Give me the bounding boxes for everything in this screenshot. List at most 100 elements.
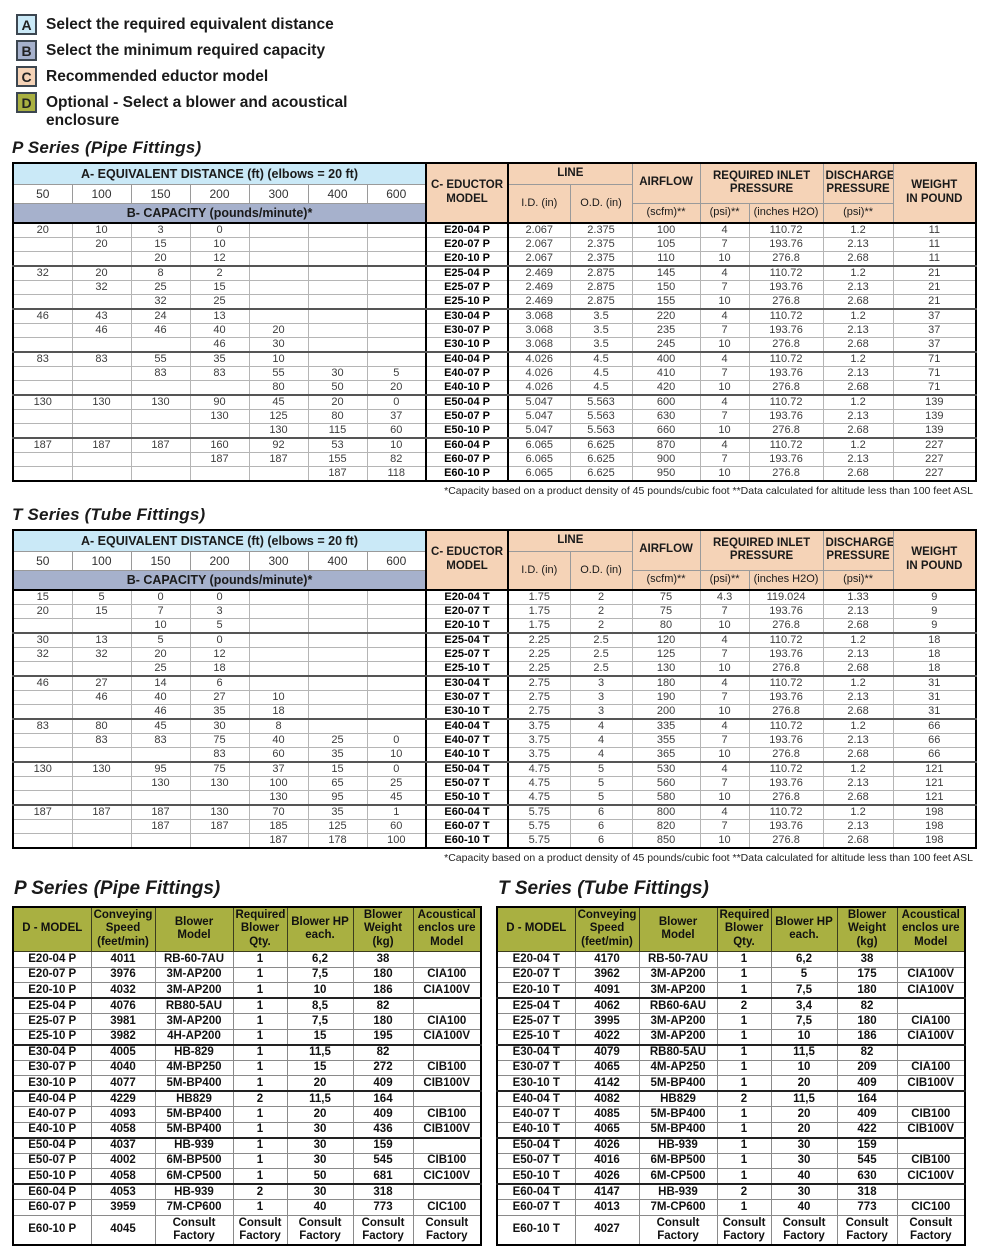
table-row: E40-04 P 4229 HB829 2 11,5 164 (12, 1090, 482, 1107)
blower-spec-cell: CIB100 (896, 1106, 966, 1123)
capacity-cell: 30 (307, 365, 368, 381)
capacity-cell: 5 (130, 632, 191, 648)
blower-spec-cell: 11,5 (286, 1090, 354, 1107)
d-model-cell: E40-07 T (496, 1106, 576, 1123)
eductor-model-cell: E40-10 T (425, 746, 510, 763)
capacity-cell (248, 589, 309, 605)
capacity-cell: 100 (366, 832, 427, 849)
blower-spec-cell: CIA100 (896, 1013, 966, 1030)
blower-spec-cell: CIA100V (412, 982, 482, 999)
eductor-model-cell: E20-04 T (425, 589, 510, 605)
blower-spec-cell: 6,2 (286, 951, 354, 968)
blower-spec-cell: 4058 (90, 1168, 156, 1185)
spec-cell: 5.75 (507, 818, 571, 834)
spec-cell: 400 (631, 351, 701, 367)
spec-cell: 410 (631, 365, 701, 381)
spec-cell: 10 (699, 293, 750, 310)
p-series-title: P Series (Pipe Fittings) (12, 137, 202, 157)
table-row: E30-07 T 4065 4M-AP250 1 10 209 CIA100 (496, 1059, 966, 1076)
blower-spec-cell: 3,4 (770, 997, 838, 1014)
spec-cell: 1.2 (822, 351, 894, 367)
capacity-cell (130, 422, 191, 439)
table-row: E25-10 T 4022 3M-AP200 1 10 186 CIA100V (496, 1028, 966, 1046)
blower-spec-cell: 773 (836, 1199, 898, 1216)
blower-hp-header: Blower HP each. (770, 906, 838, 953)
spec-cell: 4 (699, 394, 750, 410)
inlet-pressure-header: REQUIRED INLET PRESSURE (699, 529, 824, 572)
capacity-cell: 14 (130, 675, 191, 691)
capacity-cell (12, 322, 73, 338)
spec-cell: 145 (631, 265, 701, 281)
spec-cell: 4 (699, 675, 750, 691)
table-row: E30-04 P 4005 HB-829 1 11,5 82 (12, 1044, 482, 1061)
spec-cell: 31 (892, 703, 977, 720)
blower-spec-cell (896, 997, 966, 1014)
eductor-model-cell: E40-07 P (425, 365, 510, 381)
blower-spec-cell: CIA100V (896, 1028, 966, 1046)
capacity-cell (71, 422, 132, 439)
spec-cell: 11 (892, 222, 977, 238)
distance-value: 100 (71, 184, 132, 205)
blower-spec-cell: CIB100 (412, 1106, 482, 1123)
spec-cell: 180 (631, 675, 701, 691)
spec-cell: 850 (631, 832, 701, 849)
spec-cell: 4.026 (507, 379, 571, 396)
p-blower-table: D - MODEL Conveying Speed (feet/min) Blo… (12, 905, 482, 1247)
capacity-cell: 25 (130, 279, 191, 295)
spec-cell: 2.68 (822, 660, 894, 677)
eductor-model-cell: E30-04 T (425, 675, 510, 691)
eductor-model-cell: E25-10 P (425, 293, 510, 310)
spec-cell: 2.469 (507, 265, 571, 281)
blower-spec-cell: 409 (836, 1106, 898, 1123)
spec-cell: 870 (631, 437, 701, 453)
blower-spec-cell: 6M-BP500 (638, 1152, 718, 1169)
spec-cell: 276.8 (748, 422, 824, 439)
blower-spec-cell: 8,5 (286, 997, 354, 1014)
blower-spec-cell: Consult Factory (154, 1214, 234, 1246)
capacity-cell: 3 (130, 222, 191, 238)
d-model-cell: E30-07 P (12, 1059, 92, 1076)
spec-cell: 6 (569, 832, 633, 849)
blower-spec-cell: 11,5 (286, 1044, 354, 1061)
spec-cell: 193.76 (748, 818, 824, 834)
spec-cell: 6.625 (569, 451, 633, 467)
spec-cell: 4.5 (569, 351, 633, 367)
blower-spec-cell: CIC100V (412, 1168, 482, 1185)
blower-spec-cell: 1 (716, 1044, 772, 1061)
spec-cell: 105 (631, 236, 701, 252)
d-model-header: D - MODEL (496, 906, 576, 953)
spec-cell: 10 (699, 660, 750, 677)
spec-cell: 2 (569, 603, 633, 619)
blower-spec-cell (896, 951, 966, 968)
capacity-cell (248, 250, 309, 267)
capacity-cell (366, 279, 427, 295)
capacity-cell: 27 (71, 675, 132, 691)
capacity-cell (130, 451, 191, 467)
blower-spec-cell: 4027 (574, 1214, 640, 1246)
legend-item-d: D Optional - Select a blower and acousti… (16, 92, 975, 130)
capacity-cell (12, 293, 73, 310)
spec-cell: 125 (631, 646, 701, 662)
spec-cell: 198 (892, 832, 977, 849)
spec-cell: 193.76 (748, 322, 824, 338)
spec-cell: 193.76 (748, 365, 824, 381)
spec-cell: 276.8 (748, 465, 824, 482)
inlet-h2o-subheader: (inches H2O) (748, 570, 824, 591)
blower-spec-cell: 38 (352, 951, 414, 968)
spec-cell: 245 (631, 336, 701, 353)
capacity-cell: 130 (189, 408, 250, 424)
blower-spec-cell: 30 (770, 1137, 838, 1154)
spec-cell: 2.13 (822, 236, 894, 252)
capacity-cell: 24 (130, 308, 191, 324)
spec-cell: 2.375 (569, 222, 633, 238)
spec-cell: 110.72 (748, 351, 824, 367)
capacity-cell (12, 689, 73, 705)
blower-spec-cell: 4147 (574, 1183, 640, 1200)
blower-spec-cell: 4077 (90, 1075, 156, 1092)
blower-spec-cell: 4037 (90, 1137, 156, 1154)
distance-value: 50 (12, 184, 73, 205)
spec-cell: 6.065 (507, 437, 571, 453)
spec-cell: 2.13 (822, 646, 894, 662)
spec-cell: 119.024 (748, 589, 824, 605)
capacity-cell: 83 (189, 365, 250, 381)
